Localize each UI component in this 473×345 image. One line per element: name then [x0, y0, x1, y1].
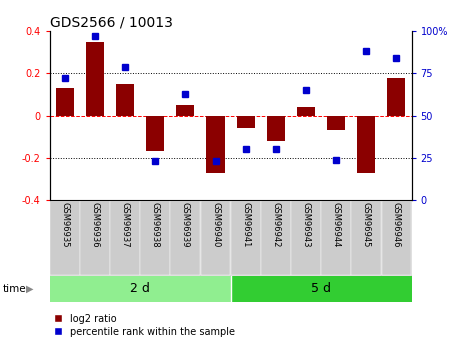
Bar [357, 116, 375, 172]
Bar [146, 116, 164, 151]
Text: 2 d: 2 d [130, 283, 150, 295]
Text: GSM96946: GSM96946 [392, 201, 401, 247]
Text: GSM96935: GSM96935 [60, 201, 69, 247]
Text: GSM96942: GSM96942 [272, 201, 280, 247]
Text: GSM96936: GSM96936 [90, 201, 99, 247]
Bar [291, 201, 321, 275]
Bar [140, 201, 170, 275]
Bar [110, 201, 140, 275]
Text: GDS2566 / 10013: GDS2566 / 10013 [50, 16, 173, 30]
Text: GSM96939: GSM96939 [181, 201, 190, 247]
Bar [351, 201, 381, 275]
Text: GSM96945: GSM96945 [362, 201, 371, 247]
Bar [231, 276, 412, 302]
Text: GSM96940: GSM96940 [211, 201, 220, 247]
Text: GSM96937: GSM96937 [121, 201, 130, 247]
Bar [201, 201, 230, 275]
Bar [236, 116, 254, 128]
Bar [86, 42, 104, 116]
Legend: log2 ratio, percentile rank within the sample: log2 ratio, percentile rank within the s… [54, 314, 235, 337]
Bar [176, 105, 194, 116]
Text: GSM96941: GSM96941 [241, 201, 250, 247]
Bar [387, 78, 405, 116]
Bar [261, 201, 291, 275]
Text: 5 d: 5 d [311, 283, 331, 295]
Bar [116, 84, 134, 116]
Text: GSM96943: GSM96943 [301, 201, 310, 247]
Bar [80, 201, 110, 275]
Bar [50, 201, 79, 275]
Bar [382, 201, 412, 275]
Text: ▶: ▶ [26, 284, 34, 294]
Text: time: time [2, 284, 26, 294]
Bar [206, 116, 225, 172]
Bar [231, 201, 261, 275]
Text: GSM96944: GSM96944 [332, 201, 341, 247]
Text: GSM96938: GSM96938 [151, 201, 160, 247]
Bar [321, 201, 351, 275]
Bar [297, 107, 315, 116]
Bar [56, 88, 74, 116]
Bar [267, 116, 285, 141]
Bar [170, 201, 200, 275]
Bar [50, 276, 231, 302]
Bar [327, 116, 345, 130]
